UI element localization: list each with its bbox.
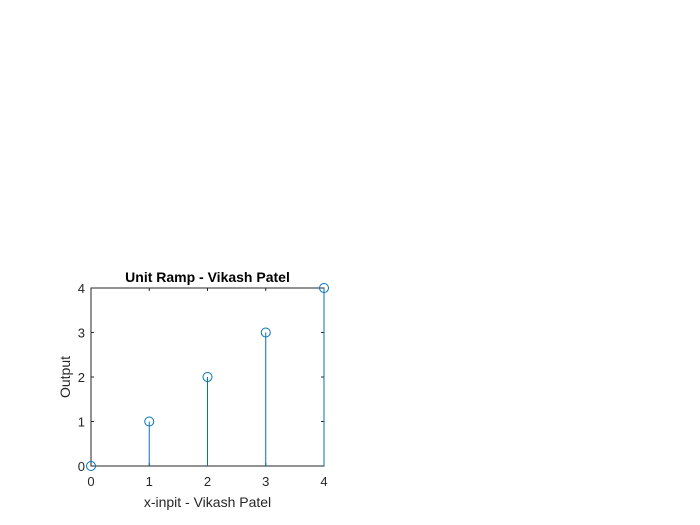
- x-tick-label: 1: [146, 474, 153, 489]
- y-tick-label: 1: [78, 415, 85, 430]
- chart-title: Unit Ramp - Vikash Patel: [125, 269, 290, 285]
- stem-marker: [144, 416, 155, 427]
- x-axis-tick-labels: 0 1 2 3 4: [87, 474, 327, 489]
- stem-marker: [260, 327, 271, 338]
- x-tick-label: 2: [204, 474, 211, 489]
- x-tick-label: 4: [320, 474, 327, 489]
- stem-marker: [86, 461, 96, 471]
- y-axis-label: Output: [57, 356, 73, 398]
- stem-marker: [319, 283, 329, 293]
- y-tick-label: 3: [78, 326, 85, 341]
- y-axis-tick-labels: 0 1 2 3 4: [78, 281, 85, 474]
- x-tick-label: 3: [262, 474, 269, 489]
- x-axis-label: x-inpit - Vikash Patel: [144, 494, 271, 510]
- x-tick-label: 0: [87, 474, 94, 489]
- stem-series: [86, 283, 329, 471]
- y-tick-label: 4: [78, 281, 85, 296]
- stem-marker: [202, 372, 213, 382]
- y-tick-label: 0: [78, 459, 85, 474]
- y-tick-label: 2: [78, 370, 85, 385]
